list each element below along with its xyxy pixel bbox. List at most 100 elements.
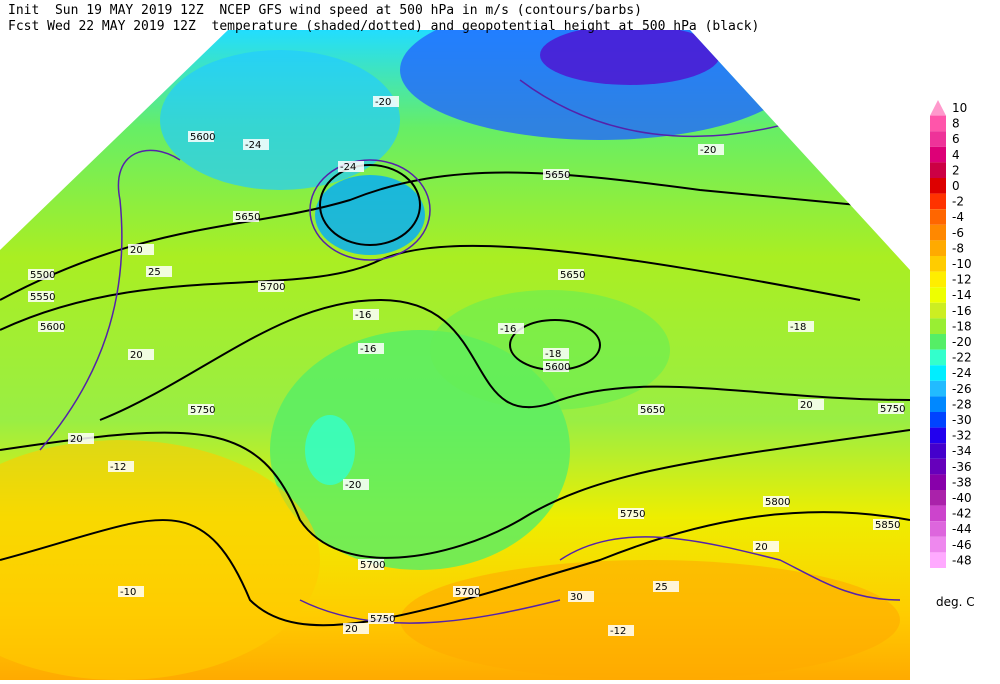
contour-label: -20	[700, 145, 716, 156]
map-label-bg	[498, 323, 524, 334]
colorbar-swatch	[930, 271, 946, 288]
colorbar-swatch	[930, 505, 946, 522]
colorbar-label: 8	[952, 117, 960, 131]
contour-label: 30	[570, 592, 583, 603]
contour-label: -24	[340, 162, 356, 173]
colorbar-cap	[930, 100, 946, 116]
contour-label: 5700	[360, 560, 385, 571]
map-area	[0, 30, 910, 680]
colorbar-label: 10	[952, 101, 967, 115]
colorbar-label: -8	[952, 241, 964, 255]
colorbar-label: -10	[952, 257, 972, 271]
map-label-bg	[568, 591, 594, 602]
contour-label: 20	[130, 245, 143, 256]
contour-label: 5650	[640, 405, 665, 416]
map-label-bg	[258, 281, 284, 292]
colorbar-label: -28	[952, 397, 972, 411]
contour-label: -18	[790, 322, 806, 333]
colorbar-label: -40	[952, 491, 972, 505]
colorbar-swatch	[930, 458, 946, 475]
map-label-bg	[753, 541, 779, 552]
colorbar-swatch	[930, 552, 946, 568]
contour-label: 5500	[30, 270, 55, 281]
contour-label: 5750	[190, 405, 215, 416]
contour-label: 5650	[560, 270, 585, 281]
map-label-bg	[368, 613, 394, 624]
contour-label: 5700	[260, 282, 285, 293]
contour-label: -20	[375, 97, 391, 108]
colorbar-swatch	[930, 318, 946, 334]
colorbar-swatch	[930, 474, 946, 490]
colorbar-swatch	[930, 146, 946, 163]
colorbar-swatch	[930, 178, 946, 194]
contour-label: 5550	[30, 292, 55, 303]
map-label-bg	[128, 349, 154, 360]
map-label-bg	[543, 348, 569, 359]
colorbar-label: -44	[952, 522, 972, 536]
colorbar-swatch	[930, 131, 946, 147]
map-label-bg	[38, 321, 64, 332]
colorbar-swatch	[930, 302, 946, 319]
map-label-bg	[558, 269, 584, 280]
contour-label: 25	[148, 267, 161, 278]
contour-label: 20	[70, 434, 83, 445]
colorbar-label: 2	[952, 163, 960, 177]
contour-label: 5650	[545, 170, 570, 181]
colorbar-swatch	[930, 334, 946, 350]
colorbar-swatch	[930, 224, 946, 241]
map-label-bg	[358, 559, 384, 570]
contour-label: 5750	[370, 614, 395, 625]
map-label-bg	[243, 139, 269, 150]
colorbar-swatch	[930, 162, 946, 178]
colorbar-swatch	[930, 209, 946, 225]
map-label-bg	[788, 321, 814, 332]
map-label-bg	[353, 309, 379, 320]
colorbar-label: -26	[952, 382, 972, 396]
colorbar-label: -30	[952, 413, 972, 427]
colorbar-swatch	[930, 115, 946, 132]
map-label-bg	[798, 399, 824, 410]
map-label-bg	[698, 144, 724, 155]
map-label-bg	[358, 343, 384, 354]
map-label-bg	[128, 244, 154, 255]
colorbar-label: -12	[952, 273, 972, 287]
contour-label: -18	[545, 349, 561, 360]
colorbar-label: -32	[952, 429, 972, 443]
map-label-bg	[543, 169, 569, 180]
colorbar-label: -16	[952, 304, 972, 318]
contour-label: 20	[345, 624, 358, 635]
contour-label: -10	[120, 587, 136, 598]
map-label-bg	[763, 496, 789, 507]
map-label-bg	[338, 161, 364, 172]
colorbar-label: 0	[952, 179, 960, 193]
colorbar-label: -48	[952, 553, 972, 567]
colorbar-swatch	[930, 521, 946, 537]
colorbar-label: -42	[952, 507, 972, 521]
contour-label: -16	[360, 344, 376, 355]
contour-label: -16	[355, 310, 371, 321]
map-label-bg	[878, 403, 904, 414]
colorbar-label: -4	[952, 210, 964, 224]
map-label-bg	[68, 433, 94, 444]
contour-label: 20	[755, 542, 768, 553]
contour-label: 5700	[455, 587, 480, 598]
colorbar-swatch	[930, 256, 946, 272]
contour-label: 5650	[235, 212, 260, 223]
contour-label: -12	[610, 626, 626, 637]
map-label-bg	[108, 461, 134, 472]
colorbar-unit: deg. C	[936, 595, 975, 609]
colorbar-label: -36	[952, 460, 972, 474]
colorbar-label: -38	[952, 475, 972, 489]
colorbar-swatch	[930, 396, 946, 412]
map-label-bg	[118, 586, 144, 597]
map-label-bg	[28, 269, 54, 280]
contour-label: 5600	[190, 132, 215, 143]
colorbar-swatch	[930, 349, 946, 366]
map-label-bg	[233, 211, 259, 222]
map-label-bg	[188, 131, 214, 142]
colorbar-swatch	[930, 536, 946, 553]
map-label-bg	[543, 361, 569, 372]
contour-label: 25	[655, 582, 668, 593]
map-label-bg	[653, 581, 679, 592]
map-label-bg	[638, 404, 664, 415]
